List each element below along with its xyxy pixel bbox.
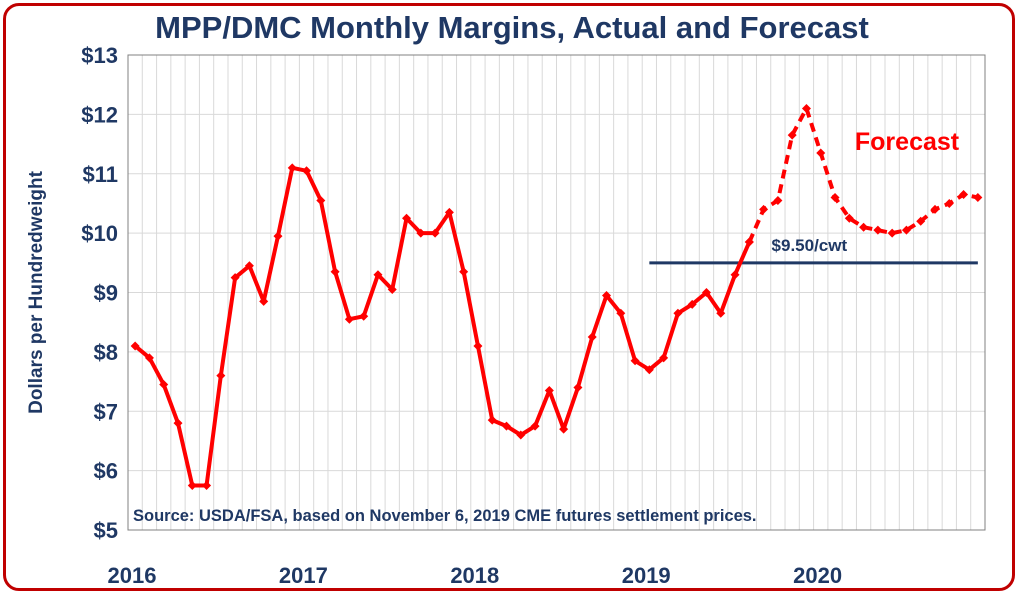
- actual-data-point: [373, 270, 383, 280]
- actual-data-point: [259, 296, 269, 306]
- actual-data-point: [230, 273, 240, 283]
- forecast-annotation: Forecast: [855, 128, 960, 156]
- forecast-data-point: [873, 225, 883, 235]
- forecast-data-point: [773, 195, 783, 205]
- chart-title: MPP/DMC Monthly Margins, Actual and Fore…: [155, 10, 869, 45]
- reference-line-label: $9.50/cwt: [772, 236, 848, 255]
- actual-data-point: [516, 430, 526, 440]
- actual-data-point: [273, 231, 283, 241]
- y-tick-label: $9: [94, 281, 118, 306]
- actual-data-point: [659, 353, 669, 363]
- x-tick-label: 2020: [793, 563, 842, 588]
- actual-data-point: [716, 308, 726, 318]
- y-tick-label: $10: [81, 221, 118, 246]
- y-tick-label: $13: [81, 43, 118, 68]
- source-note: Source: USDA/FSA, based on November 6, 2…: [133, 507, 757, 525]
- forecast-data-point: [916, 216, 926, 226]
- actual-data-point: [144, 353, 154, 363]
- forecast-data-point: [944, 198, 954, 208]
- forecast-data-point: [930, 204, 940, 214]
- actual-data-point: [244, 261, 254, 271]
- actual-data-point: [573, 383, 583, 392]
- actual-data-point: [559, 424, 569, 434]
- actual-data-point: [544, 385, 554, 395]
- actual-data-point: [316, 195, 326, 205]
- forecast-data-point: [801, 103, 811, 113]
- forecast-data-point: [887, 228, 897, 238]
- actual-data-point: [673, 308, 683, 318]
- forecast-data-point: [787, 130, 797, 140]
- actual-data-point: [202, 480, 212, 490]
- forecast-data-point: [901, 225, 911, 235]
- actual-data-point: [730, 270, 740, 280]
- forecast-data-point: [816, 148, 826, 158]
- actual-data-point: [130, 341, 140, 351]
- actual-data-point: [616, 308, 626, 318]
- actual-data-point: [173, 418, 183, 428]
- forecast-data-point: [859, 222, 869, 232]
- actual-data-point: [487, 415, 497, 425]
- actual-data-point: [459, 267, 469, 277]
- actual-data-point: [159, 380, 169, 390]
- actual-data-point: [302, 166, 312, 176]
- actual-data-point: [473, 341, 483, 351]
- actual-data-point: [402, 213, 412, 223]
- actual-data-point: [387, 285, 397, 295]
- y-tick-label: $6: [94, 459, 118, 484]
- y-tick-label: $12: [81, 102, 118, 127]
- x-tick-label: 2019: [622, 563, 671, 588]
- y-tick-label: $8: [94, 340, 118, 365]
- y-axis-label: Dollars per Hundredweight: [26, 170, 47, 413]
- forecast-data-point: [759, 204, 769, 214]
- y-tick-label: $11: [83, 162, 119, 187]
- actual-data-point: [430, 228, 440, 238]
- x-tick-label: 2016: [108, 563, 157, 588]
- chart-frame: [3, 3, 1015, 591]
- x-tick-label: 2017: [279, 563, 328, 588]
- actual-data-point: [630, 356, 640, 366]
- actual-data-point: [644, 365, 654, 375]
- actual-data-point: [687, 299, 697, 309]
- actual-data-point: [187, 480, 197, 490]
- forecast-data-point: [973, 193, 983, 202]
- actual-data-point: [416, 228, 426, 238]
- actual-data-point: [444, 207, 454, 217]
- actual-data-point: [587, 332, 597, 342]
- actual-data-point: [216, 371, 226, 381]
- y-tick-label: $7: [94, 399, 118, 424]
- actual-data-point: [601, 290, 611, 300]
- y-tick-label: $5: [94, 518, 118, 543]
- x-tick-label: 2018: [450, 563, 499, 588]
- actual-data-point: [359, 311, 369, 321]
- forecast-data-point: [844, 213, 854, 223]
- plot-area-border: [127, 54, 986, 531]
- actual-data-point: [344, 314, 354, 324]
- actual-data-point: [330, 267, 340, 277]
- forecast-data-point: [830, 193, 840, 202]
- actual-data-point: [701, 288, 711, 297]
- forecast-data-point: [959, 190, 969, 200]
- actual-data-point: [287, 163, 297, 173]
- actual-data-point: [530, 421, 540, 431]
- actual-data-point: [502, 421, 512, 431]
- forecast-data-point: [744, 237, 754, 247]
